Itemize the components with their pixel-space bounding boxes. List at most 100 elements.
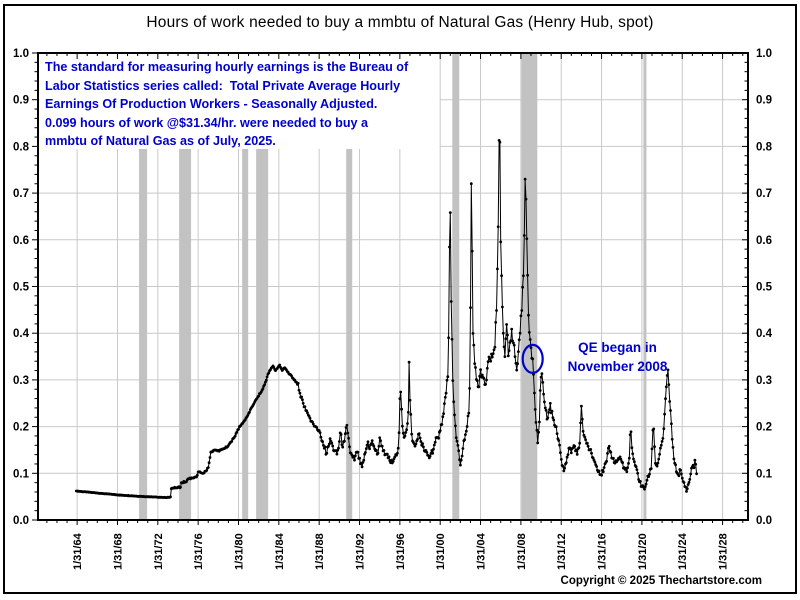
- y-axis-tick-label-left: 0.4: [13, 328, 30, 340]
- data-point-marker: [522, 234, 526, 237]
- data-point-marker: [518, 331, 522, 335]
- data-point-marker: [657, 457, 661, 461]
- data-point-marker: [345, 423, 349, 427]
- data-point-marker: [463, 438, 466, 442]
- data-point-marker: [379, 439, 382, 443]
- data-point-marker: [343, 432, 347, 436]
- recession-band: [179, 53, 192, 520]
- data-point-marker: [523, 177, 527, 181]
- data-point-marker: [559, 458, 563, 461]
- data-point-marker: [408, 398, 412, 402]
- data-point-marker: [693, 458, 697, 462]
- data-point-marker: [338, 440, 341, 443]
- data-point-marker: [393, 455, 397, 459]
- data-point-marker: [674, 463, 677, 467]
- qe-annotation-label: QE began in November 2008: [545, 338, 690, 376]
- x-axis-tick-label: 1/31/96: [395, 533, 407, 570]
- data-point-marker: [315, 426, 319, 429]
- data-point-marker: [469, 306, 472, 309]
- data-point-marker: [630, 446, 634, 450]
- data-point-marker: [513, 355, 517, 358]
- data-point-marker: [431, 451, 435, 455]
- data-point-marker: [506, 333, 509, 337]
- data-point-marker: [335, 452, 339, 456]
- data-point-marker: [432, 443, 436, 447]
- y-axis-tick-label-right: 0.7: [756, 188, 772, 200]
- data-point-marker: [422, 445, 425, 449]
- x-axis-tick-label: 1/31/84: [274, 532, 286, 570]
- data-point-marker: [454, 436, 458, 440]
- data-point-marker: [416, 438, 419, 441]
- data-point-marker: [169, 495, 172, 499]
- recession-band: [452, 53, 460, 520]
- data-point-marker: [533, 391, 536, 395]
- data-point-marker: [692, 466, 696, 470]
- data-point-marker: [331, 444, 335, 448]
- data-point-marker: [474, 366, 477, 369]
- data-point-marker: [664, 397, 667, 401]
- data-point-marker: [461, 447, 465, 450]
- data-point-marker: [665, 374, 669, 377]
- data-point-marker: [677, 474, 681, 478]
- data-point-marker: [600, 473, 603, 477]
- data-point-marker: [479, 368, 482, 371]
- data-point-marker: [378, 436, 382, 440]
- data-point-marker: [485, 378, 488, 382]
- data-point-marker: [361, 461, 365, 464]
- data-point-marker: [607, 444, 611, 448]
- data-point-marker: [584, 438, 587, 442]
- data-point-marker: [464, 433, 467, 436]
- data-point-marker: [385, 452, 389, 456]
- data-point-marker: [578, 441, 582, 445]
- data-point-marker: [569, 451, 573, 455]
- data-point-marker: [626, 466, 629, 470]
- x-axis-tick-label: 1/31/28: [718, 533, 730, 570]
- x-axis-tick-label: 1/31/64: [72, 532, 84, 570]
- data-point-marker: [397, 431, 401, 435]
- data-point-marker: [442, 412, 445, 415]
- data-point-marker: [403, 434, 407, 438]
- data-point-marker: [425, 451, 429, 454]
- data-point-marker: [398, 397, 402, 401]
- data-point-marker: [473, 362, 477, 365]
- data-point-marker: [512, 343, 516, 347]
- data-point-marker: [531, 357, 535, 361]
- data-point-marker: [542, 392, 545, 396]
- annotation-text-box: The standard for measuring hourly earnin…: [45, 58, 445, 151]
- data-point-marker: [579, 421, 582, 425]
- data-point-marker: [489, 359, 493, 363]
- copyright-note: Copyright © 2025 Thechartstore.com: [560, 575, 762, 587]
- data-point-marker: [278, 363, 282, 367]
- data-point-marker: [382, 449, 386, 452]
- x-axis-tick-label: 1/31/92: [355, 533, 367, 570]
- data-point-marker: [263, 383, 266, 386]
- axes: [32, 52, 749, 525]
- y-axis-tick-label-left: 1.0: [13, 48, 29, 60]
- data-point-marker: [364, 447, 368, 451]
- data-point-marker: [555, 432, 559, 435]
- data-point-marker: [443, 402, 446, 405]
- data-point-marker: [510, 327, 514, 331]
- chart-title: Hours of work needed to buy a mmbtu of N…: [146, 14, 654, 31]
- data-point-marker: [546, 416, 550, 420]
- y-axis-tick-label-left: 0.0: [13, 515, 29, 527]
- data-point-marker: [591, 456, 595, 460]
- data-point-marker: [421, 442, 424, 445]
- data-point-marker: [208, 456, 212, 459]
- data-point-marker: [466, 414, 470, 418]
- x-axis-tick-label: 1/31/08: [516, 533, 528, 570]
- data-point-marker: [375, 448, 378, 452]
- data-point-marker: [501, 331, 505, 335]
- qe-annotation-line2: November 2008: [567, 359, 668, 374]
- data-point-marker: [606, 452, 609, 455]
- data-point-marker: [528, 338, 532, 341]
- data-point-marker: [317, 429, 321, 432]
- data-point-marker: [372, 444, 376, 448]
- data-point-marker: [684, 485, 687, 489]
- data-point-marker: [428, 454, 432, 458]
- data-point-marker: [685, 490, 688, 493]
- x-axis-tick-label: 1/31/00: [435, 533, 447, 570]
- data-point-marker: [494, 321, 498, 324]
- y-axis-tick-label-left: 0.7: [13, 188, 29, 200]
- data-point-marker: [543, 400, 546, 404]
